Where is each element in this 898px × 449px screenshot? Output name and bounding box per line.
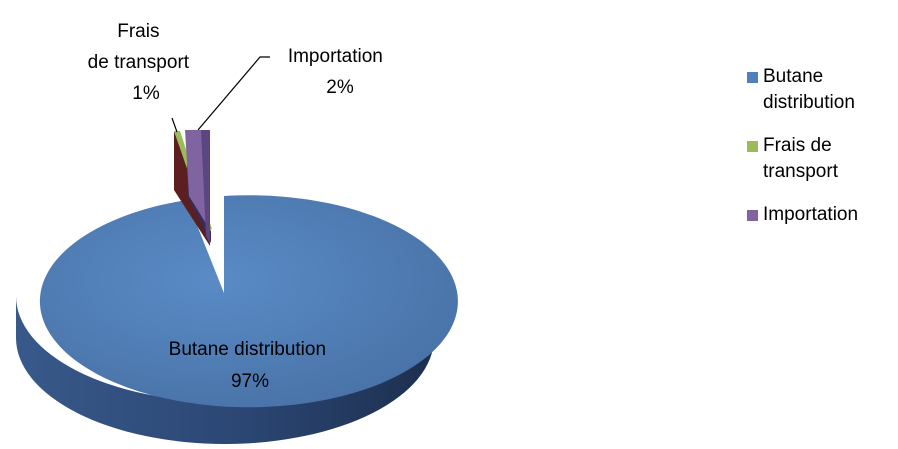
data-label-frais-de-transport: Frais de transport 1%: [88, 21, 195, 104]
data-label-importation-percent: 2%: [326, 77, 354, 98]
legend-item-importation: Importation: [747, 202, 895, 228]
slice-butane-distribution-side: [16, 296, 434, 444]
legend-swatch-frais-de-transport: [747, 141, 758, 152]
data-label-frais-line-1: Frais: [117, 21, 159, 42]
legend-label-line: Importation: [763, 204, 859, 225]
legend-label-line: transport: [763, 161, 838, 182]
chart-legend: Butane distribution Frais de transport I…: [747, 64, 895, 245]
legend-label-line: distribution: [763, 92, 855, 113]
leader-line-frais-de-transport: [171, 117, 178, 133]
data-label-butane-percent: 97%: [231, 371, 269, 392]
legend-item-butane-distribution: Butane distribution: [747, 64, 895, 116]
data-label-importation: Importation 2%: [288, 46, 388, 98]
leader-line-importation: [197, 56, 270, 131]
data-label-butane-distribution: Butane distribution 97%: [169, 339, 332, 392]
legend-item-frais-de-transport: Frais de transport: [747, 133, 895, 185]
legend-swatch-butane-distribution: [747, 72, 758, 83]
data-label-butane-name: Butane distribution: [169, 339, 326, 360]
slice-importation-edge: [201, 130, 210, 244]
slice-butane-distribution: [39, 195, 458, 408]
data-label-importation-name: Importation: [288, 46, 383, 67]
legend-label-line: Butane: [763, 66, 824, 87]
legend-swatch-importation: [747, 210, 758, 221]
legend-label-line: Frais de: [763, 135, 832, 156]
data-label-frais-percent: 1%: [132, 83, 160, 104]
data-label-frais-line-2: de transport: [88, 52, 190, 73]
